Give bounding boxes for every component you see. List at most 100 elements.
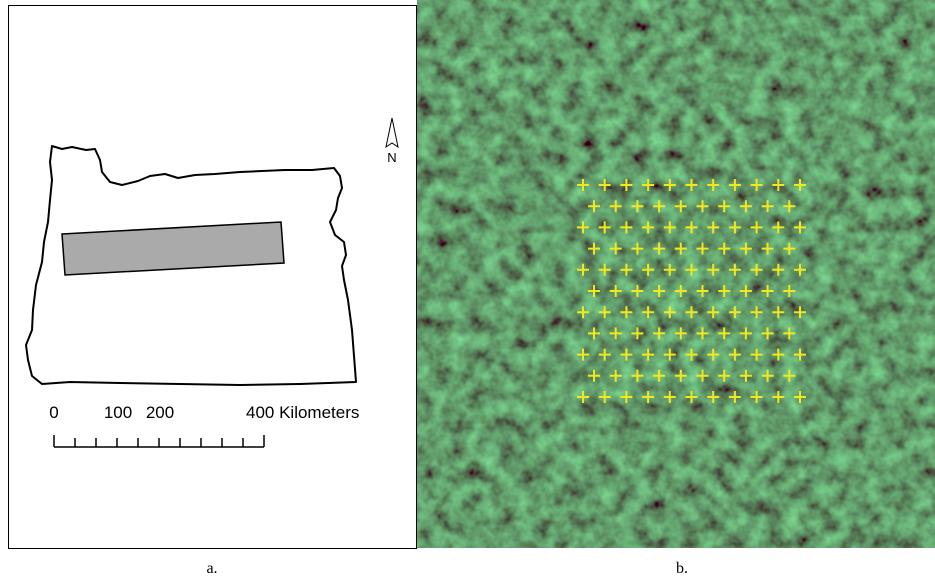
north-arrow: N	[385, 117, 399, 165]
plot-point	[609, 369, 622, 382]
scale-label: 200	[146, 403, 174, 422]
plot-point	[588, 285, 600, 297]
plot-point	[696, 327, 709, 340]
plot-point	[674, 285, 687, 297]
plot-point	[598, 348, 611, 361]
plot-point	[783, 242, 796, 255]
scale-label: 100	[104, 403, 132, 422]
plot-point	[761, 369, 774, 382]
plot-point	[631, 242, 644, 255]
plot-point	[588, 200, 600, 213]
plot-point	[750, 306, 763, 319]
plot-point	[739, 285, 752, 297]
plot-point	[609, 327, 622, 340]
plot-point	[653, 285, 666, 297]
plot-point	[663, 263, 676, 276]
plot-point	[728, 306, 741, 319]
plot-point	[728, 263, 741, 276]
plot-point	[588, 327, 600, 340]
plot-point	[663, 221, 676, 234]
plot-point	[620, 221, 633, 234]
plot-point	[631, 327, 644, 340]
caption-a: a.	[206, 560, 217, 577]
plot-point	[653, 369, 666, 382]
plot-point	[642, 306, 655, 319]
plot-point	[794, 179, 806, 191]
plot-point	[685, 306, 698, 319]
plot-point	[588, 242, 600, 255]
plot-point	[696, 200, 709, 213]
plot-point	[685, 263, 698, 276]
plot-point	[739, 242, 752, 255]
plot-point	[750, 391, 763, 403]
plot-point	[577, 348, 589, 361]
plot-point	[794, 306, 806, 319]
plot-point	[663, 391, 676, 403]
plot-point	[794, 263, 806, 276]
plot-point	[598, 221, 611, 234]
plot-point	[707, 306, 720, 319]
plot-point	[642, 179, 655, 191]
plot-point	[761, 200, 774, 213]
plot-point	[653, 200, 666, 213]
canopy-texture	[417, 0, 935, 548]
plot-point	[685, 179, 698, 191]
plot-point	[653, 242, 666, 255]
plot-point	[783, 327, 796, 340]
plot-point	[685, 221, 698, 234]
plot-point	[750, 221, 763, 234]
plot-point	[598, 306, 611, 319]
plot-point	[598, 179, 611, 191]
plot-point	[707, 348, 720, 361]
plot-point	[609, 242, 622, 255]
plot-point	[718, 369, 731, 382]
plot-point	[739, 369, 752, 382]
scale-label: 400 Kilometers	[246, 403, 359, 422]
plot-point	[783, 200, 796, 213]
plot-point	[750, 263, 763, 276]
plot-point	[728, 179, 741, 191]
plot-point	[620, 263, 633, 276]
north-label: N	[387, 150, 396, 165]
plot-point	[783, 285, 796, 297]
plot-point	[598, 391, 611, 403]
plot-point	[588, 369, 600, 382]
plot-point	[631, 369, 644, 382]
plot-point	[620, 348, 633, 361]
plot-point	[598, 263, 611, 276]
plot-grid	[577, 179, 806, 403]
plot-point	[761, 327, 774, 340]
plot-point	[663, 179, 676, 191]
plot-point	[577, 221, 589, 234]
caption-b: b.	[676, 560, 688, 577]
plot-point	[696, 242, 709, 255]
plot-point	[663, 306, 676, 319]
plot-point	[685, 348, 698, 361]
plot-point	[783, 369, 796, 382]
plot-point	[577, 263, 589, 276]
plot-point	[642, 221, 655, 234]
plot-point	[718, 200, 731, 213]
plot-point	[642, 263, 655, 276]
plot-point	[674, 200, 687, 213]
plot-point	[772, 391, 785, 403]
plot-point	[577, 179, 589, 191]
plot-point	[631, 200, 644, 213]
plot-point	[794, 221, 806, 234]
plot-point	[674, 242, 687, 255]
study-area	[61, 221, 285, 276]
plot-point	[761, 242, 774, 255]
plot-point	[772, 306, 785, 319]
plot-point	[739, 327, 752, 340]
plot-point	[707, 391, 720, 403]
plot-point	[696, 369, 709, 382]
scale-label: 0	[49, 403, 58, 422]
plot-point	[620, 306, 633, 319]
plot-point	[728, 348, 741, 361]
plot-point	[696, 285, 709, 297]
plot-point	[642, 391, 655, 403]
plot-point	[707, 221, 720, 234]
plot-point	[728, 221, 741, 234]
plot-point	[750, 179, 763, 191]
